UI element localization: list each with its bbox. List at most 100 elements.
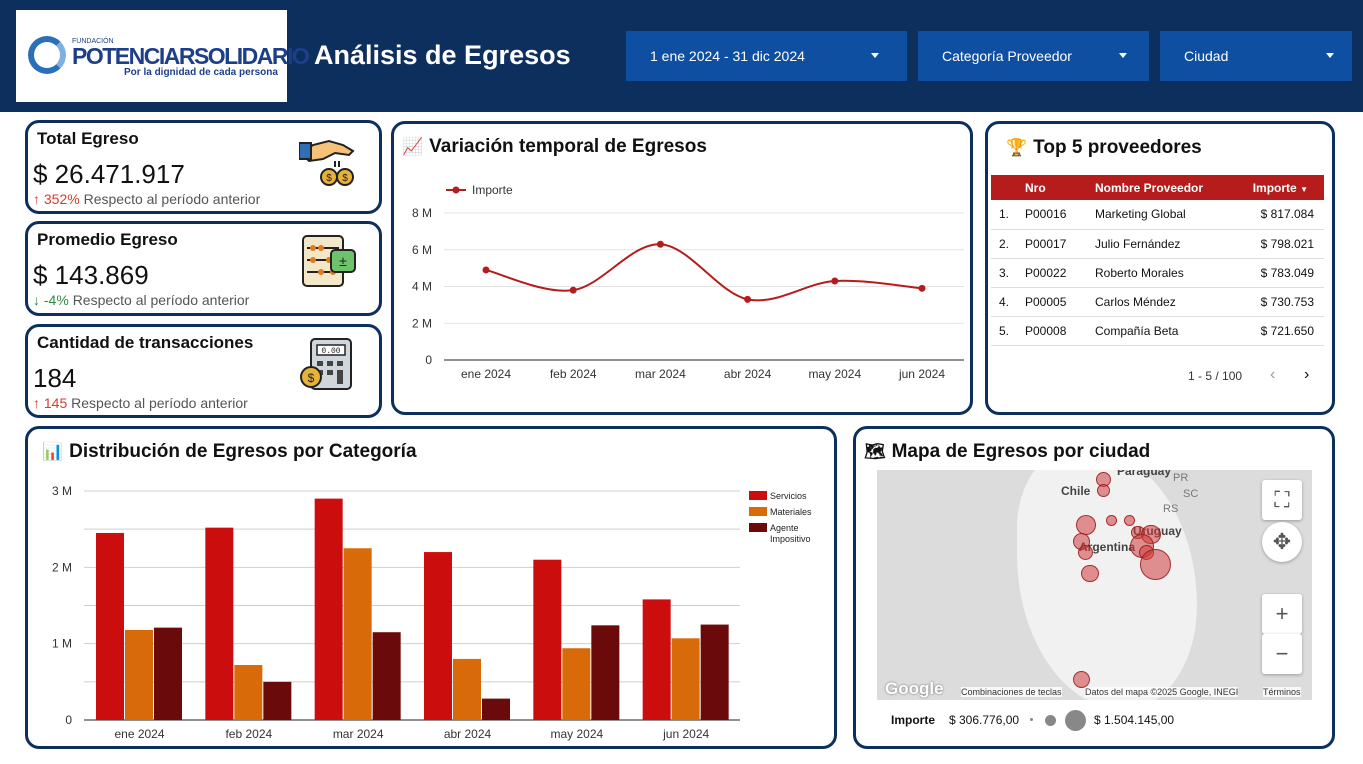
column-header-nombre[interactable]: Nombre Proveedor — [1095, 175, 1235, 200]
svg-text:$: $ — [326, 173, 332, 184]
legend-label: Materiales — [770, 507, 812, 517]
data-point — [482, 266, 490, 274]
row-nro: P00008 — [1025, 316, 1095, 346]
map-legend-label: Importe — [891, 713, 936, 727]
column-header-nro[interactable]: Nro — [1025, 175, 1095, 200]
row-amount: $ 817.084 — [1235, 200, 1324, 230]
bar-servicios — [642, 599, 671, 720]
top-proveedores-title: 🏆 Top 5 proveedores — [1006, 137, 1202, 159]
chevron-down-icon — [1326, 53, 1334, 58]
table-row[interactable]: 2. P00017 Julio Fernández $ 798.021 — [991, 229, 1324, 259]
row-name: Carlos Méndez — [1095, 287, 1235, 317]
table-row[interactable]: 3. P00022 Roberto Morales $ 783.049 — [991, 258, 1324, 288]
bar-agente-impositivo — [700, 624, 729, 720]
bar-chart-title-text: Distribución de Egresos por Categoría — [69, 441, 417, 462]
top-proveedores-table: Nro Nombre Proveedor Importe ▼ 1. P00016 M… — [991, 175, 1324, 346]
logo-name: POTENCIARSOLIDARIO — [72, 43, 310, 69]
zoom-out-button[interactable]: − — [1262, 634, 1302, 674]
fullscreen-icon[interactable]: ⛶ — [1262, 480, 1302, 520]
row-amount: $ 798.021 — [1235, 229, 1324, 259]
row-index: 4. — [991, 287, 1025, 317]
row-nro: P00016 — [1025, 200, 1095, 230]
map-bubble[interactable] — [1075, 515, 1096, 536]
arrow-down-icon: ↓ — [33, 292, 40, 308]
map-bubble[interactable] — [1081, 564, 1099, 583]
previous-page-button[interactable]: ‹ — [1270, 366, 1276, 383]
row-nro: P00017 — [1025, 229, 1095, 259]
y-tick-label: 2 M — [52, 560, 72, 574]
table-header-row: Nro Nombre Proveedor Importe ▼ — [991, 175, 1324, 200]
map-label-chile: Chile — [1061, 484, 1091, 498]
bar-agente-impositivo — [154, 627, 182, 720]
data-point — [569, 286, 577, 294]
column-header-importe-label: Importe — [1252, 180, 1297, 195]
map-land — [1017, 470, 1197, 700]
map-bubble[interactable] — [1072, 670, 1091, 689]
kpi-delta-text: Respecto al período anterior — [72, 292, 250, 308]
bar-chart[interactable]: 0 1 M 2 M 3 M ene 2024 feb 2024 mar 2024 abr 20… — [28, 467, 834, 747]
y-tick-label: 6 M — [412, 243, 432, 257]
keyboard-shortcuts-link[interactable]: Combinaciones de teclas — [961, 687, 1062, 697]
column-header-importe[interactable]: Importe ▼ — [1235, 175, 1324, 200]
row-name: Marketing Global — [1095, 200, 1235, 230]
map-icon: 🗺 — [864, 442, 886, 461]
table-row[interactable]: 1. P00016 Marketing Global $ 817.084 — [991, 200, 1324, 230]
line-chart-title-text: Variación temporal de Egresos — [429, 136, 707, 157]
top-proveedores-title-text: Top 5 proveedores — [1033, 137, 1202, 158]
category-filter[interactable]: Categoría Proveedor — [918, 31, 1149, 81]
terms-link[interactable]: Términos — [1263, 687, 1301, 697]
map-bubble[interactable] — [1123, 515, 1135, 527]
table-row[interactable]: 4. P00005 Carlos Méndez $ 730.753 — [991, 287, 1324, 317]
bar-materiales — [453, 658, 481, 720]
map-bubble[interactable] — [1096, 484, 1110, 498]
x-tick-label: may 2024 — [808, 367, 861, 381]
city-filter[interactable]: Ciudad — [1160, 31, 1352, 81]
legend-label: Agente Impositivo — [770, 523, 811, 544]
line-chart[interactable]: 0 2 M 4 M 6 M 8 M ene 2024 feb 2024 mar 2024 abr… — [394, 160, 970, 412]
legend-marker — [452, 186, 460, 194]
kpi-delta-text: Respecto al período anterior — [83, 191, 261, 207]
bar-servicios — [533, 559, 562, 720]
row-nro: P00022 — [1025, 258, 1095, 288]
map-bubble[interactable] — [1140, 548, 1171, 580]
pagination-label: 1 - 5 / 100 — [1188, 369, 1243, 383]
row-index: 3. — [991, 258, 1025, 288]
chart-increasing-icon: 📈 — [402, 137, 424, 156]
next-page-button[interactable]: › — [1304, 366, 1310, 383]
logo-emblem-icon — [28, 36, 66, 74]
row-amount: $ 730.753 — [1235, 287, 1324, 317]
x-tick-label: abr 2024 — [724, 367, 772, 381]
map-label-paraguay: Paraguay — [1117, 470, 1172, 478]
row-nro: P00005 — [1025, 287, 1095, 317]
category-filter-label: Categoría Proveedor — [942, 48, 1072, 64]
kpi-delta: ↓ -4% Respecto al período anterior — [33, 292, 249, 308]
series-line-importe — [485, 243, 923, 302]
row-amount: $ 783.049 — [1235, 258, 1324, 288]
trophy-icon: 🏆 — [1006, 138, 1028, 157]
data-point — [831, 277, 839, 285]
bar-chart-icon: 📊 — [42, 442, 64, 461]
map-bubble[interactable] — [1078, 545, 1094, 561]
index-header — [991, 175, 1025, 200]
zoom-in-button[interactable]: + — [1262, 594, 1302, 634]
date-range-filter[interactable]: 1 ene 2024 - 31 dic 2024 — [626, 31, 907, 81]
svg-text:$: $ — [342, 173, 348, 184]
row-name: Julio Fernández — [1095, 229, 1235, 259]
kpi-delta-value: -4% — [43, 292, 69, 308]
y-tick-label: 0 — [425, 353, 432, 367]
arrow-up-icon: ↑ — [33, 395, 40, 411]
y-tick-label: 3 M — [52, 484, 72, 498]
map-bubble[interactable] — [1106, 515, 1118, 527]
kpi-promedio-egreso: Promedio Egreso $ 143.869 ↓ -4% Respecto… — [25, 221, 382, 316]
row-index: 5. — [991, 316, 1025, 346]
map-title: 🗺 Mapa de Egresos por ciudad — [864, 441, 1150, 463]
map-canvas[interactable]: Chile Argentina Uruguay Paraguay PR SC R… — [877, 470, 1312, 700]
map-panel: 🗺 Mapa de Egresos por ciudad Chile Argent… — [853, 426, 1335, 749]
map-label-argentina: Argentina — [1079, 540, 1136, 554]
table-row[interactable]: 5. P00008 Compañía Beta $ 721.650 — [991, 316, 1324, 346]
date-range-label: 1 ene 2024 - 31 dic 2024 — [650, 48, 805, 64]
map-legend-max: $ 1.504.145,00 — [1094, 713, 1175, 727]
bar-materiales — [562, 648, 591, 720]
pan-control-icon[interactable]: ✥ — [1262, 522, 1302, 562]
kpi-delta: ↑ 352% Respecto al período anterior — [33, 191, 260, 207]
